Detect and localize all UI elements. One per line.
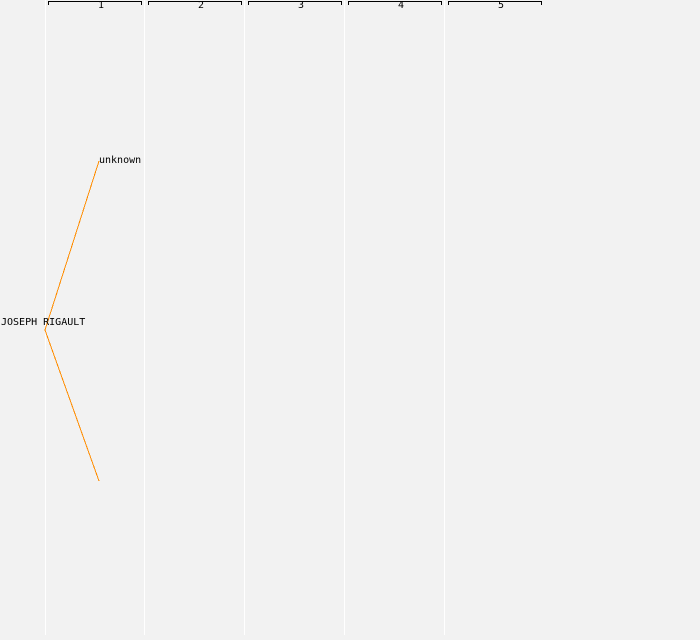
generation-divider — [45, 0, 46, 635]
generation-label-4: 4 — [398, 0, 405, 11]
generation-bracket-1 — [48, 1, 142, 5]
ancestry-line-mother — [44, 329, 100, 482]
person-node-root[interactable]: JOSEPH RIGAULT — [1, 317, 86, 328]
generation-divider — [444, 0, 445, 635]
generation-label-2: 2 — [198, 0, 205, 11]
person-node-father[interactable]: unknown — [99, 155, 142, 166]
generation-divider — [244, 0, 245, 635]
generation-bracket-4 — [348, 1, 442, 5]
generation-divider — [344, 0, 345, 635]
generation-label-1: 1 — [98, 0, 105, 11]
generation-label-3: 3 — [298, 0, 305, 11]
generation-bracket-5 — [448, 1, 542, 5]
generation-bracket-3 — [248, 1, 342, 5]
generation-label-5: 5 — [498, 0, 505, 11]
ancestry-line-father — [44, 160, 100, 331]
generation-bracket-2 — [148, 1, 242, 5]
generation-divider — [144, 0, 145, 635]
